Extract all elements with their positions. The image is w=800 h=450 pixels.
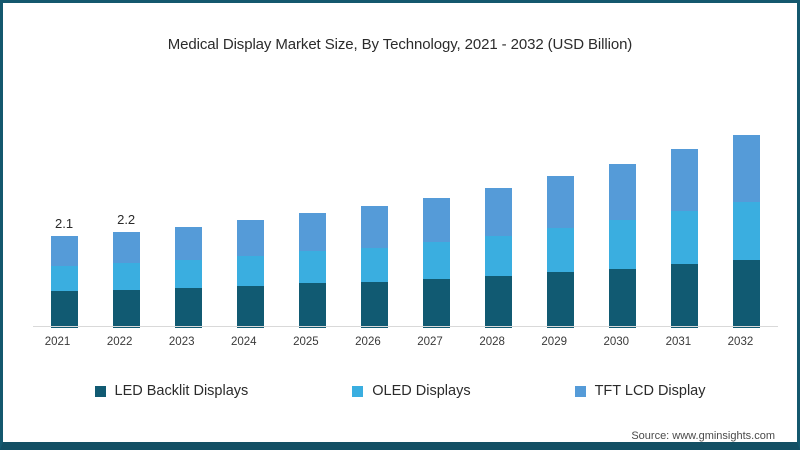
bar-group[interactable] (609, 163, 637, 328)
x-axis-line (33, 326, 778, 327)
bar-segment[interactable] (298, 283, 326, 328)
bar-group[interactable] (547, 175, 575, 328)
bar-group[interactable] (485, 188, 513, 328)
x-axis-tick-label: 2024 (230, 336, 257, 348)
bar-segment[interactable] (112, 231, 140, 264)
bar-segment[interactable] (547, 175, 575, 229)
x-axis-tick-label: 2022 (106, 336, 133, 348)
bar-segment[interactable] (485, 188, 513, 237)
bar-segment[interactable] (298, 212, 326, 252)
bar-segment[interactable] (174, 259, 202, 288)
bar-value-label: 2.2 (117, 211, 136, 227)
bar-segment[interactable] (112, 289, 140, 328)
bar-segment[interactable] (733, 201, 761, 261)
bar-segment[interactable] (50, 236, 78, 266)
bar-segment[interactable] (733, 260, 761, 328)
bar-segment[interactable] (236, 220, 264, 257)
legend-label: LED Backlit Displays (114, 383, 249, 399)
legend-label: TFT LCD Display (594, 383, 706, 399)
legend-item[interactable]: OLED Displays (352, 383, 471, 399)
legend-swatch-icon (574, 385, 586, 397)
legend-item[interactable]: TFT LCD Display (574, 383, 706, 399)
bar-segment[interactable] (50, 265, 78, 291)
bar-segment[interactable] (423, 279, 451, 328)
plot-area: 2.1 2.2 (33, 83, 778, 328)
bar-segment[interactable] (733, 135, 761, 202)
bar-segment[interactable] (360, 281, 388, 328)
bar-segment[interactable] (236, 256, 264, 286)
bar-group[interactable] (360, 206, 388, 328)
legend-swatch-icon (94, 385, 106, 397)
x-axis-tick-label: 2027 (417, 336, 443, 348)
bar-segment[interactable] (236, 286, 264, 328)
legend-label: OLED Displays (372, 383, 471, 399)
bar-segment[interactable] (423, 197, 451, 243)
x-axis-tick-label: 2031 (665, 336, 692, 348)
bar-segment[interactable] (360, 206, 388, 248)
bar-segment[interactable] (671, 148, 699, 211)
bar-segment[interactable] (547, 272, 575, 328)
x-axis-tick-label: 2023 (168, 336, 195, 348)
chart-title: Medical Display Market Size, By Technolo… (167, 36, 633, 53)
bar-segment[interactable] (174, 287, 202, 328)
bar-segment[interactable] (112, 263, 140, 290)
legend-item[interactable]: LED Backlit Displays (94, 383, 249, 399)
bar-segment[interactable] (609, 220, 637, 269)
bar-segment[interactable] (609, 268, 637, 328)
bar-group[interactable] (423, 197, 451, 328)
bar-group[interactable] (733, 135, 761, 328)
bar-segment[interactable] (671, 210, 699, 265)
bar-segment[interactable] (485, 276, 513, 328)
legend-swatch-icon (352, 385, 364, 397)
bar-group[interactable] (298, 212, 326, 328)
bar-segment[interactable] (609, 163, 637, 221)
x-axis-tick-label: 2030 (603, 336, 630, 348)
bar-segment[interactable] (423, 242, 451, 279)
x-axis-tick-label: 2021 (44, 336, 71, 348)
bar-segment[interactable] (671, 264, 699, 328)
x-axis-tick-label: 2028 (479, 336, 505, 348)
x-axis-tick-label: 2032 (727, 336, 754, 348)
bar-group[interactable] (236, 220, 264, 328)
bar-group[interactable] (671, 148, 699, 328)
bar-segment[interactable] (360, 247, 388, 282)
bar-group[interactable]: 2.2 (112, 212, 140, 328)
bar-segment[interactable] (174, 226, 202, 260)
bar-group[interactable]: 2.1 (50, 216, 78, 328)
bar-segment[interactable] (485, 236, 513, 277)
x-axis-tick-label: 2026 (355, 336, 381, 348)
x-axis-tick-label: 2025 (293, 336, 319, 348)
x-axis-tick-label: 2029 (541, 336, 567, 348)
bar-segment[interactable] (50, 290, 78, 328)
chart-legend: LED Backlit Displays OLED Displays TFT LCD… (3, 383, 797, 399)
bar-segment[interactable] (298, 251, 326, 284)
bar-segment[interactable] (547, 228, 575, 272)
bar-value-label: 2.1 (54, 216, 74, 232)
bar-group[interactable] (174, 226, 202, 328)
source-attribution: Source: www.gminsights.com (631, 430, 775, 442)
